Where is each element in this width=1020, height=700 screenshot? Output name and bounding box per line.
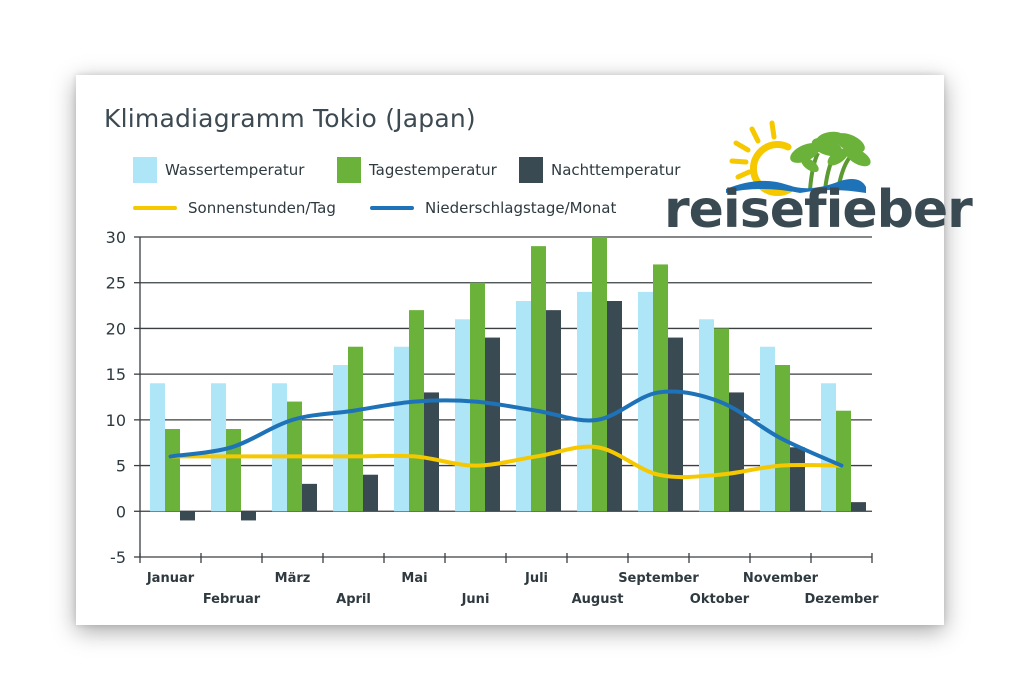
bar-wassertemperatur [150,383,165,512]
legend-label: Nachttemperatur [551,161,681,179]
legend-swatch [519,157,543,183]
legend-label: Sonnenstunden/Tag [188,199,336,217]
x-tick-label: Dezember [804,592,879,607]
reisefieber-logo [726,120,871,197]
bar-nachttemperatur [363,474,378,512]
bar-wassertemperatur [394,346,409,512]
x-tick-label: August [572,592,624,607]
y-tick-label: 0 [116,502,126,521]
bar-wassertemperatur [333,365,348,512]
y-tick-label: 15 [106,365,126,384]
y-tick-label: 25 [106,274,126,293]
bar-nachttemperatur [851,502,866,512]
x-tick-label: Januar [146,571,195,586]
x-tick-label: Oktober [690,592,750,607]
y-tick-label: -5 [110,548,126,567]
bar-nachttemperatur [790,447,805,512]
bar-tagestemperatur [348,346,363,512]
bar-nachttemperatur [729,392,744,512]
bar-nachttemperatur [424,392,439,512]
bar-nachttemperatur [241,511,256,521]
legend-swatch [337,157,361,183]
bar-wassertemperatur [455,319,470,512]
x-tick-label: Juni [461,592,490,607]
line-niederschlagstage-monat [168,389,844,468]
line-sonnenstunden-tag [168,444,844,480]
sun-icon [729,120,794,197]
bar-tagestemperatur [836,410,851,512]
bar-tagestemperatur [470,282,485,512]
bar-tagestemperatur [226,429,241,512]
bar-wassertemperatur [211,383,226,512]
legend-swatch [133,157,157,183]
x-tick-label: Mai [401,571,427,586]
x-tick-label: April [336,592,371,607]
legend-swatch [133,206,177,210]
y-tick-label: 20 [106,319,126,338]
bar-wassertemperatur [699,319,714,512]
x-tick-label: September [618,571,699,586]
bar-nachttemperatur [607,301,622,512]
bar-tagestemperatur [592,237,607,512]
bar-nachttemperatur [485,337,500,512]
brand-logo-text: reisefieber [664,180,973,240]
y-tick-label: 10 [106,411,126,430]
bar-tagestemperatur [165,429,180,512]
wave-icon [726,179,866,193]
x-tick-label: November [743,571,819,586]
bar-wassertemperatur [577,291,592,512]
bar-nachttemperatur [546,310,561,512]
legend-label: Tagestemperatur [369,161,497,179]
x-tick-label: Februar [203,592,261,607]
legend-label: Niederschlagstage/Monat [425,199,617,217]
y-tick-label: 5 [116,457,126,476]
bar-nachttemperatur [668,337,683,512]
bar-nachttemperatur [180,511,195,521]
bar-wassertemperatur [821,383,836,512]
x-tick-label: Juli [524,571,548,586]
bar-tagestemperatur [653,264,668,512]
legend-label: Wassertemperatur [165,161,305,179]
chart-title: Klimadiagramm Tokio (Japan) [104,104,476,133]
bar-tagestemperatur [714,328,729,512]
bar-tagestemperatur [409,310,424,512]
bar-tagestemperatur [531,246,546,512]
chart-card [76,75,944,625]
legend-swatch [370,206,414,210]
palm-tree-icon [790,131,871,191]
y-tick-label: 30 [106,228,126,247]
x-tick-label: März [275,571,311,586]
bar-wassertemperatur [272,383,287,512]
bar-wassertemperatur [638,291,653,512]
bar-nachttemperatur [302,483,317,512]
